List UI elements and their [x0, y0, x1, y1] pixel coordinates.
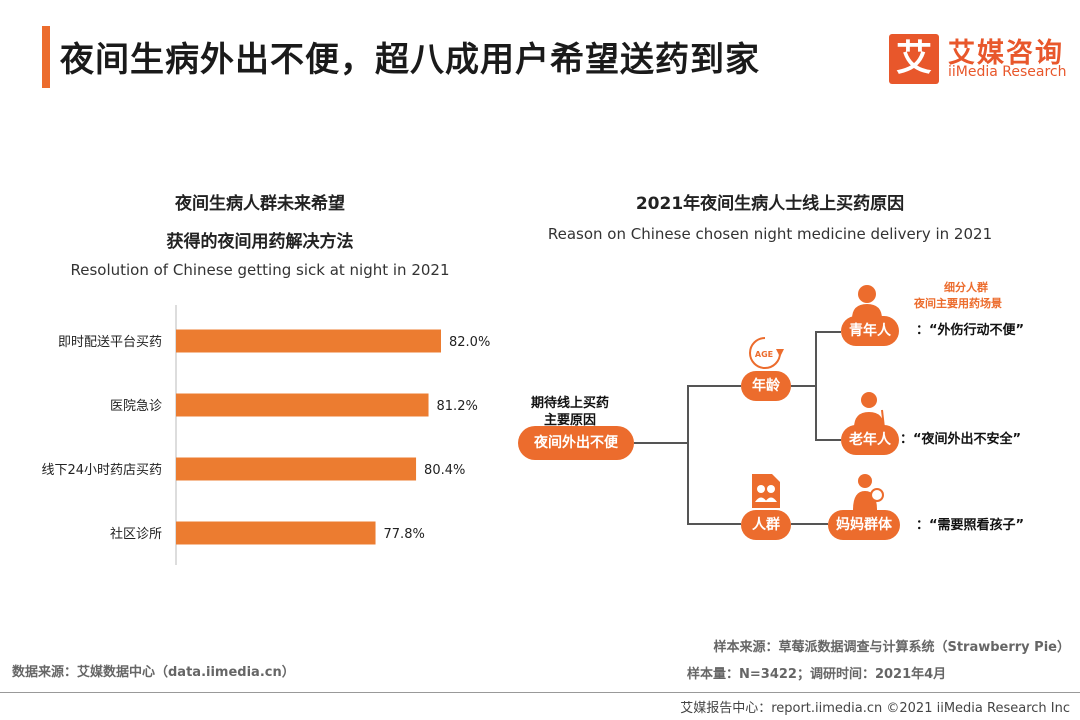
tree-connector	[687, 385, 689, 525]
logo-text-en: iiMedia Research	[948, 64, 1067, 80]
leaf-mom-pill: 妈妈群体	[828, 510, 900, 540]
root-label-line2: 主要原因	[544, 413, 597, 428]
tree-connector	[791, 385, 816, 387]
quote-young: ：“外伤行动不便”	[916, 323, 1025, 338]
age-icon-text: AGE	[755, 350, 773, 359]
bar	[176, 329, 441, 353]
bar-value-label: 82.0%	[449, 335, 490, 350]
tree-connector	[815, 331, 817, 441]
bar-chart: 即时配送平台买药 82.0% 医院急诊 81.2% 线下24小时药店买药 80.4% 社区诊…	[41, 305, 490, 565]
title-accent-bar	[42, 26, 50, 88]
elderly-person-icon	[854, 392, 885, 428]
left-chart-subtitle: Resolution of Chinese getting sick at ni…	[70, 261, 450, 279]
bar-category-label: 线下24小时药店买药	[41, 463, 162, 478]
left-chart-title-line1: 夜间生病人群未来希望	[175, 194, 345, 214]
tree-connector	[634, 442, 688, 444]
footer-text: 艾媒报告中心：report.iimedia.cn ©2021 iiMedia R…	[680, 701, 1070, 716]
root-node-pill: 夜间外出不便	[518, 426, 634, 460]
segment-header-line1: 细分人群	[944, 281, 988, 294]
branch-age-pill: 年龄	[741, 371, 791, 401]
root-label-line1: 期待线上买药	[531, 396, 610, 411]
age-icon: AGE	[749, 337, 784, 369]
data-source: 数据来源：艾媒数据中心（data.iimedia.cn）	[12, 665, 295, 680]
tree-connector	[815, 439, 841, 441]
bar-category-label: 社区诊所	[110, 526, 162, 542]
tree-connector	[815, 331, 841, 333]
young-person-icon	[852, 285, 882, 319]
bar-value-label: 80.4%	[424, 463, 465, 478]
bar-category-label: 即时配送平台买药	[58, 335, 162, 350]
bar	[176, 393, 429, 417]
tree-connector	[687, 523, 741, 525]
logo-text-cn: 艾媒咨询	[948, 38, 1064, 69]
quote-mom: ：“需要照看孩子”	[916, 518, 1025, 533]
bar-category-label: 医院急诊	[110, 399, 162, 414]
sample-size: 样本量：N=3422；调研时间：2021年4月	[687, 667, 947, 682]
sample-source: 样本来源：草莓派数据调查与计算系统（Strawberry Pie）	[713, 640, 1070, 655]
leaf-young-pill: 青年人	[841, 316, 899, 346]
mother-child-icon	[853, 474, 884, 510]
segment-header-line2: 夜间主要用药场景	[914, 297, 1002, 310]
right-diagram-subtitle: Reason on Chinese chosen night medicine …	[547, 225, 993, 243]
page-title: 夜间生病外出不便，超八成用户希望送药到家	[60, 40, 760, 80]
bar-value-label: 81.2%	[437, 399, 478, 414]
logo-mark: 艾	[889, 34, 939, 84]
tree-connector	[791, 523, 828, 525]
tree-connector	[687, 385, 741, 387]
bar	[176, 521, 376, 545]
right-diagram-title: 2021年夜间生病人士线上买药原因	[635, 194, 905, 214]
people-icon	[752, 474, 780, 508]
bar	[176, 457, 417, 481]
left-chart-title-line2: 获得的夜间用药解决方法	[166, 232, 354, 252]
quote-old: ：“夜间外出不安全”	[900, 432, 1022, 447]
branch-people-pill: 人群	[741, 510, 791, 540]
bar-value-label: 77.8%	[384, 527, 425, 542]
leaf-old-pill: 老年人	[841, 425, 899, 455]
footer-divider	[0, 692, 1080, 693]
